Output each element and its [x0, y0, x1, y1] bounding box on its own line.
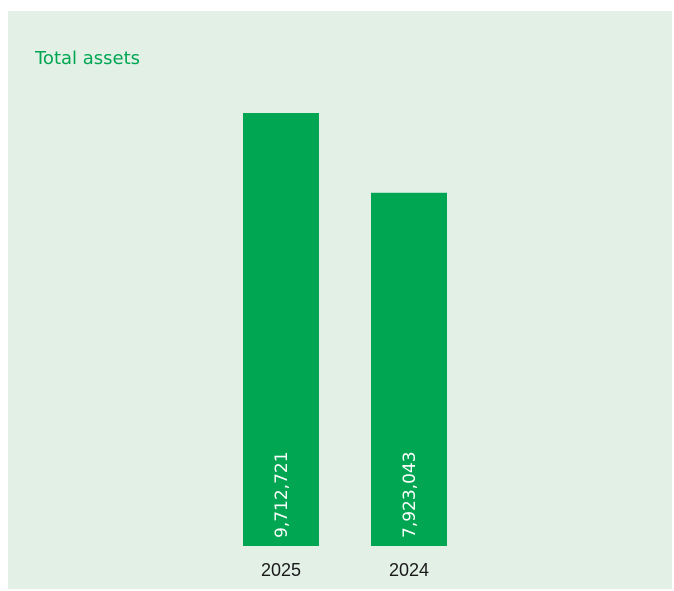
bar-2025 [243, 113, 319, 546]
bar-value-label-2024: 7,923,043 [400, 451, 420, 538]
x-tick-label-2024: 2024 [389, 560, 429, 580]
bar-2024 [371, 192, 447, 547]
x-tick-label-2025: 2025 [261, 560, 301, 580]
chart-panel: Total assets [8, 11, 672, 589]
chart-title: Total assets [35, 48, 141, 69]
bar-value-label-2025: 9,712,721 [272, 451, 292, 538]
